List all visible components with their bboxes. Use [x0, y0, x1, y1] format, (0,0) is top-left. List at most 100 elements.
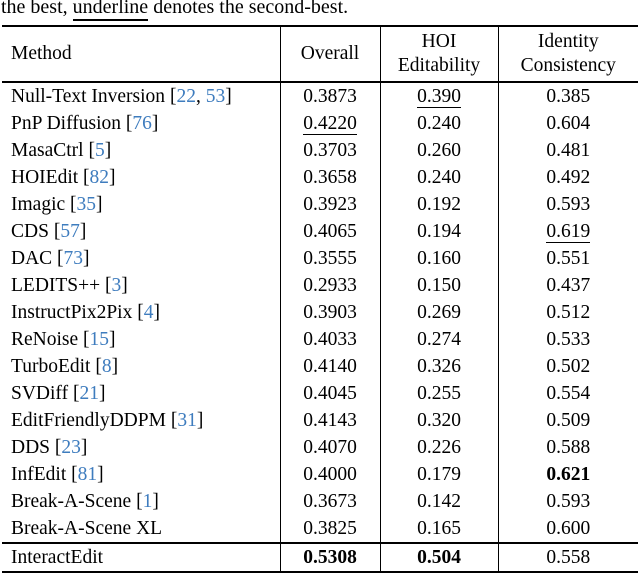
citation-link[interactable]: [23] [50, 436, 88, 458]
citation-number[interactable]: 8 [101, 355, 112, 377]
method-name: Break-A-Scene [11, 490, 132, 512]
column-header-method: Method [2, 26, 280, 83]
metric-value: 0.502 [546, 355, 591, 377]
table-row-interactedit: InteractEdit 0.5308 0.504 0.558 [2, 542, 638, 572]
value-cell: 0.4065 [279, 218, 380, 245]
column-header-hoi-editability: HOI Editability [379, 26, 498, 83]
citation-link[interactable]: [35] [65, 193, 103, 215]
value-cell: 0.588 [497, 434, 638, 461]
value-cell: 0.551 [497, 245, 638, 272]
metric-value: 0.320 [417, 409, 461, 431]
value-cell: 0.4045 [279, 380, 380, 407]
method-cell: Imagic [35] [2, 191, 280, 218]
citation-number[interactable]: 23 [61, 436, 81, 458]
metric-value: 0.4070 [303, 436, 357, 458]
table-body: Null-Text Inversion [22, 53] 0.3873 0.390 0… [2, 82, 638, 572]
method-cell: CDS [57] [2, 218, 280, 245]
metric-value: 0.551 [546, 247, 591, 269]
citation-link[interactable]: [8] [90, 355, 119, 377]
citation-number[interactable]: 31 [177, 409, 197, 431]
citation-link[interactable]: [3] [100, 274, 128, 296]
metric-value: 0.385 [546, 85, 591, 107]
value-cell: 0.3825 [279, 515, 380, 543]
method-name: Imagic [11, 193, 66, 215]
citation-link[interactable]: [21] [68, 382, 106, 404]
citation-link[interactable]: [5] [83, 139, 112, 161]
citation-link[interactable]: [76] [120, 112, 159, 134]
method-cell: PnP Diffusion [76] [2, 110, 280, 137]
value-cell: 0.2933 [279, 272, 380, 299]
table-row: Imagic [35] 0.3923 0.192 0.593 [2, 191, 638, 218]
metric-value: 0.4033 [303, 328, 357, 350]
value-cell: 0.4143 [279, 407, 380, 434]
metric-value: 0.2933 [303, 274, 357, 296]
citation-link[interactable]: [31] [165, 409, 204, 431]
citation-number[interactable]: 1 [142, 490, 153, 512]
citation-number[interactable]: 53 [205, 85, 226, 107]
table-row: TurboEdit [8] 0.4140 0.326 0.502 [2, 353, 638, 380]
metric-value: 0.621 [546, 463, 591, 485]
value-cell: 0.4000 [279, 461, 380, 488]
value-cell: 0.3873 [279, 82, 380, 110]
citation-link[interactable]: [81] [66, 463, 104, 485]
value-cell: 0.320 [379, 407, 498, 434]
metric-value: 0.5308 [303, 546, 357, 568]
metric-value: 0.192 [417, 193, 461, 215]
citation-number[interactable]: 35 [76, 193, 97, 215]
citation-number[interactable]: 5 [94, 139, 105, 161]
value-cell: 0.619 [497, 218, 638, 245]
citation-number[interactable]: 82 [89, 166, 110, 188]
method-name: HOIEdit [11, 166, 79, 188]
value-cell: 0.385 [497, 82, 638, 110]
metric-value: 0.481 [546, 139, 591, 161]
metric-value: 0.3903 [303, 301, 357, 323]
method-name: Break-A-Scene XL [11, 517, 163, 539]
citation-number[interactable]: 73 [63, 247, 84, 269]
citation-link[interactable]: [57] [48, 220, 87, 242]
citation-link[interactable]: [82] [78, 166, 116, 188]
citation-link[interactable]: [1] [131, 490, 159, 512]
metric-value: 0.533 [546, 328, 591, 350]
metric-value: 0.160 [417, 247, 461, 269]
value-cell: 0.437 [497, 272, 638, 299]
citation-number[interactable]: 22 [176, 85, 196, 107]
method-cell: InteractEdit [2, 542, 280, 572]
method-name: InteractEdit [11, 546, 104, 568]
value-cell: 0.4220 [279, 110, 380, 137]
citation-number[interactable]: 81 [77, 463, 98, 485]
metric-value: 0.260 [417, 139, 461, 161]
citation-number[interactable]: 3 [111, 274, 122, 296]
value-cell: 0.194 [379, 218, 498, 245]
table-row: Break-A-Scene [1] 0.3673 0.142 0.593 [2, 488, 638, 515]
citation-link[interactable]: [15] [78, 328, 116, 350]
value-cell: 0.255 [379, 380, 498, 407]
value-cell: 0.326 [379, 353, 498, 380]
metric-value: 0.4143 [303, 409, 357, 431]
column-header-identity-consistency: Identity Consistency [497, 26, 638, 83]
citation-number[interactable]: 57 [60, 220, 80, 242]
citation-link[interactable]: [22, 53] [165, 85, 232, 107]
value-cell: 0.554 [497, 380, 638, 407]
metric-value: 0.269 [417, 301, 461, 323]
caption-prefix: the best, [1, 0, 73, 18]
value-cell: 0.3923 [279, 191, 380, 218]
value-cell: 0.492 [497, 164, 638, 191]
metric-value: 0.492 [546, 166, 591, 188]
metric-value: 0.3555 [303, 247, 357, 269]
citation-link[interactable]: [4] [132, 301, 160, 323]
metric-value: 0.3873 [303, 85, 357, 107]
metric-value: 0.4220 [303, 112, 357, 135]
citation-link[interactable]: [73] [52, 247, 90, 269]
citation-number[interactable]: 15 [89, 328, 110, 350]
citation-number[interactable]: 4 [143, 301, 154, 323]
table-row: MasaCtrl [5] 0.3703 0.260 0.481 [2, 137, 638, 164]
method-name: EditFriendlyDDPM [11, 409, 166, 431]
method-name: InstructPix2Pix [11, 301, 133, 323]
citation-number[interactable]: 21 [79, 382, 99, 404]
metric-value: 0.390 [417, 85, 461, 108]
citation-number[interactable]: 76 [132, 112, 152, 134]
method-name: InfEdit [11, 463, 67, 485]
method-name: PnP Diffusion [11, 112, 121, 134]
method-name: LEDITS++ [11, 274, 101, 296]
